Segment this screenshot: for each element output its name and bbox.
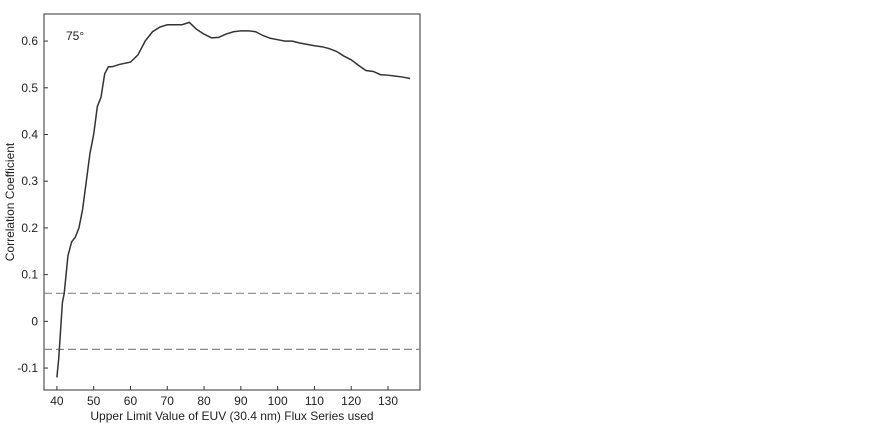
y-tick-label: 0.5 [21,81,38,95]
y-tick-label: 0.3 [21,174,38,188]
y-tick-label: 0.1 [21,268,38,282]
x-tick-label: 80 [197,394,211,408]
y-tick-label: 0 [31,314,38,328]
plot-frame [43,13,421,391]
y-tick-label: 0.4 [21,128,38,142]
x-tick-label: 70 [161,394,175,408]
x-tick-label: 40 [50,394,64,408]
y-tick-label: 0.2 [21,221,38,235]
x-tick-label: 130 [378,394,398,408]
data-line [56,21,411,378]
x-axis-label: Upper Limit Value of EUV (30.4 nm) Flux … [90,409,373,423]
x-tick-label: 110 [305,394,324,408]
annotation: 75° [66,29,84,43]
x-tick-label: 120 [341,394,361,408]
x-tick-label: 90 [234,394,248,408]
x-tick-label: 50 [87,394,101,408]
y-tick-label: -0.1 [17,361,38,375]
y-axis-label: Correlation Coefficient [3,142,17,261]
x-tick-label: 60 [124,394,138,408]
y-tick-label: 0.6 [21,34,38,48]
x-tick-label: 100 [268,394,288,408]
